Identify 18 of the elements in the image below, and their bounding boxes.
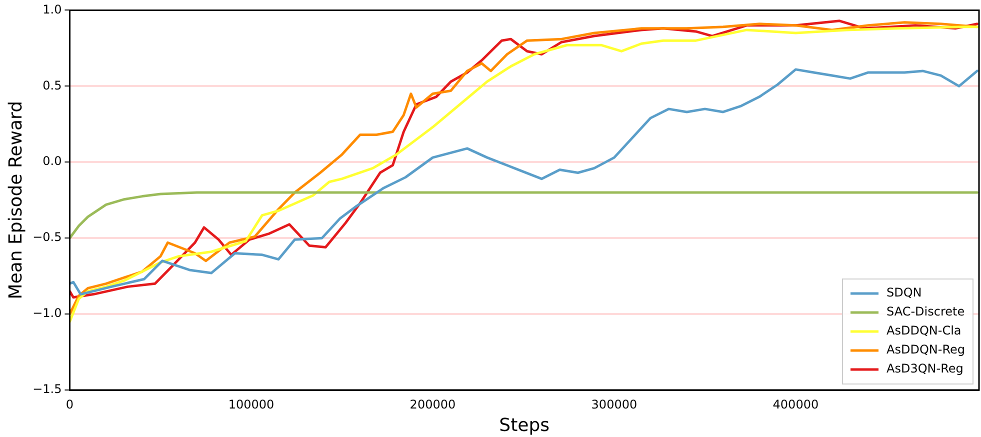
legend-label: SAC-Discrete (886, 304, 965, 319)
y-tick-label: 1.0 (42, 2, 62, 16)
x-tick-label: 400000 (772, 397, 819, 412)
legend-label: AsD3QN-Reg (886, 362, 964, 376)
y-tick-label: 0.5 (42, 78, 62, 92)
legend-label: SDQN (886, 286, 922, 300)
x-axis-title: Steps (499, 414, 550, 436)
x-tick-label: 0 (66, 397, 74, 412)
y-tick-label: 0.0 (42, 154, 62, 168)
y-axis-title: Mean Episode Reward (5, 100, 26, 300)
y-tick-label: −1.5 (32, 382, 62, 396)
y-tick-label: −0.5 (32, 230, 62, 244)
x-tick-label: 100000 (228, 397, 274, 412)
legend-label: AsDDQN-Cla (886, 324, 962, 338)
legend-label: AsDDQN-Reg (886, 342, 966, 357)
x-tick-label: 300000 (591, 397, 638, 412)
x-tick-label: 200000 (410, 397, 456, 412)
y-tick-label: −1.0 (32, 306, 62, 320)
